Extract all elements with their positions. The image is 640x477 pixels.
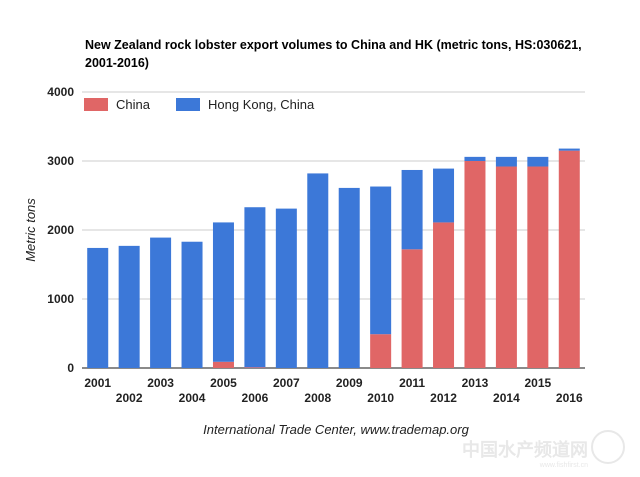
bar-hong-kong-china-2016	[558, 148, 580, 151]
x-tick-label: 2001	[84, 376, 111, 390]
bars	[87, 148, 580, 368]
bar-hong-kong-china-2008	[307, 173, 329, 368]
bar-hong-kong-china-2009	[338, 187, 360, 368]
x-tick-label: 2006	[242, 391, 269, 405]
source-note: International Trade Center, www.trademap…	[203, 422, 469, 437]
chart-title: New Zealand rock lobster export volumes …	[85, 38, 582, 70]
x-tick-label: 2014	[493, 391, 520, 405]
bar-china-2011	[401, 249, 423, 368]
y-axis-ticks: 0 1000 2000 3000 4000	[47, 85, 74, 375]
watermark-logo: 中国水产频道网 www.fishfirst.cn	[462, 430, 625, 469]
bar-china-2014	[495, 166, 517, 368]
x-tick-label: 2015	[524, 376, 551, 390]
bar-hong-kong-china-2003	[150, 237, 172, 368]
y-axis-title: Metric tons	[23, 198, 38, 262]
x-tick-label: 2012	[430, 391, 457, 405]
y-tick-label: 2000	[47, 223, 74, 237]
bar-china-2013	[464, 161, 486, 368]
x-tick-label: 2004	[179, 391, 206, 405]
bar-hong-kong-china-2004	[181, 241, 203, 368]
y-tick-label: 0	[67, 361, 74, 375]
bar-hong-kong-china-2010	[370, 186, 392, 335]
bar-hong-kong-china-2015	[527, 156, 549, 167]
bar-hong-kong-china-2005	[212, 222, 234, 362]
bar-china-2012	[433, 222, 455, 368]
bar-china-2015	[527, 166, 549, 368]
y-tick-label: 3000	[47, 154, 74, 168]
x-tick-label: 2002	[116, 391, 143, 405]
x-tick-label: 2010	[367, 391, 394, 405]
legend: China Hong Kong, China	[84, 97, 315, 112]
watermark-text: 中国水产频道网	[462, 439, 588, 460]
bar-hong-kong-china-2014	[495, 156, 517, 167]
bar-hong-kong-china-2007	[275, 208, 297, 368]
x-tick-label: 2011	[399, 376, 425, 390]
y-tick-label: 4000	[47, 85, 74, 99]
bar-hong-kong-china-2012	[433, 168, 455, 223]
legend-label-china: China	[116, 97, 151, 112]
legend-swatch-hong-kong	[176, 98, 200, 111]
x-tick-label: 2016	[556, 391, 583, 405]
bar-china-2005	[212, 361, 234, 368]
bar-china-2016	[558, 150, 580, 368]
bar-hong-kong-china-2013	[464, 156, 486, 161]
x-tick-label: 2005	[210, 376, 237, 390]
bar-hong-kong-china-2011	[401, 169, 423, 250]
x-tick-label: 2007	[273, 376, 300, 390]
bar-china-2010	[370, 334, 392, 368]
bar-hong-kong-china-2006	[244, 207, 266, 368]
x-tick-label: 2013	[462, 376, 489, 390]
legend-swatch-china	[84, 98, 108, 111]
x-tick-label: 2008	[304, 391, 331, 405]
bar-hong-kong-china-2001	[87, 247, 109, 368]
bar-hong-kong-china-2002	[118, 245, 140, 368]
y-tick-label: 1000	[47, 292, 74, 306]
x-tick-label: 2009	[336, 376, 363, 390]
bar-china-2006	[244, 367, 266, 368]
legend-label-hong-kong: Hong Kong, China	[208, 97, 315, 112]
x-axis-ticks: 2001 2002 2003 2004 2005 2006 2007 2008 2009 2010…	[84, 376, 583, 405]
watermark-subtext: www.fishfirst.cn	[539, 462, 588, 469]
x-tick-label: 2003	[147, 376, 174, 390]
